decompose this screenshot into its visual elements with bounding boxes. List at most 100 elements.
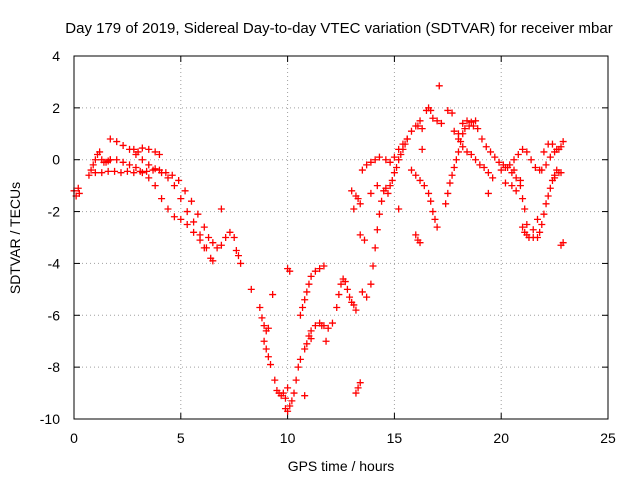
y-tick-label: -8 [48, 359, 61, 375]
data-point [318, 322, 326, 330]
data-point [418, 125, 426, 133]
plot-frame [73, 55, 609, 420]
data-point [98, 169, 106, 177]
x-axis-label: GPS time / hours [288, 458, 395, 474]
data-point [350, 301, 358, 309]
data-point [145, 174, 153, 182]
data-point [158, 169, 166, 177]
data-point [407, 166, 415, 174]
data-point [382, 184, 390, 192]
data-point [382, 156, 390, 164]
data-point [521, 205, 529, 213]
data-point [91, 169, 99, 177]
data-point [91, 156, 99, 164]
data-point [559, 239, 567, 247]
data-point [343, 285, 351, 293]
data-point [431, 215, 439, 223]
y-tick-label: 0 [52, 152, 60, 168]
data-point [337, 280, 345, 288]
data-point [534, 234, 542, 241]
data-point [301, 296, 309, 304]
data-point [264, 353, 272, 361]
data-point [476, 161, 484, 169]
data-point [151, 165, 159, 173]
data-point [542, 200, 550, 208]
data-point [450, 163, 458, 171]
data-point [412, 171, 420, 179]
data-point [407, 127, 415, 135]
data-point [463, 117, 471, 125]
data-point [403, 135, 411, 143]
y-tick-label: -2 [48, 204, 61, 220]
y-tick-label: 2 [52, 100, 60, 116]
data-point [534, 215, 542, 223]
data-point [448, 109, 456, 117]
data-point [373, 226, 381, 234]
data-point [551, 174, 559, 182]
data-point [286, 402, 294, 410]
data-point [75, 189, 83, 197]
data-point [527, 156, 535, 164]
data-point [194, 210, 202, 218]
data-point [113, 156, 121, 164]
data-point [448, 171, 456, 179]
data-point [495, 158, 503, 166]
data-point [175, 176, 183, 184]
data-point [508, 182, 516, 190]
data-point [538, 221, 546, 229]
data-point [96, 148, 104, 156]
data-point [435, 82, 443, 90]
data-point [132, 163, 140, 171]
data-point [497, 166, 505, 174]
x-tick-label: 10 [280, 430, 296, 446]
x-tick-label: 15 [387, 430, 403, 446]
data-point [433, 223, 441, 231]
data-point [134, 148, 142, 156]
data-point [200, 223, 208, 231]
data-point [258, 314, 266, 322]
data-point [397, 151, 405, 159]
data-point [177, 215, 185, 223]
data-point [416, 117, 424, 125]
data-point [170, 213, 178, 221]
data-point [260, 337, 268, 345]
data-point [292, 376, 300, 384]
data-point [322, 337, 330, 345]
data-point [444, 106, 452, 114]
data-point [519, 223, 527, 231]
data-point [390, 169, 398, 177]
data-point [307, 327, 315, 335]
data-point [183, 221, 191, 229]
x-tick-label: 25 [600, 430, 616, 446]
data-point [234, 252, 242, 260]
data-point [416, 176, 424, 184]
data-point [119, 141, 127, 149]
data-point [151, 182, 159, 190]
data-point [74, 184, 82, 192]
data-point [155, 151, 163, 159]
data-point [510, 166, 518, 174]
y-tick-label: -6 [48, 307, 61, 323]
data-point [371, 156, 379, 164]
data-point [138, 144, 146, 152]
data-point [226, 228, 234, 236]
data-point [209, 257, 217, 265]
data-point [106, 135, 114, 143]
data-point [85, 171, 93, 179]
data-point [459, 143, 467, 151]
data-point [350, 205, 358, 213]
y-axis-label: SDTVAR / TECUs [7, 182, 23, 294]
data-point [267, 361, 275, 369]
data-point [555, 145, 563, 153]
data-point [301, 345, 309, 353]
data-point [288, 397, 296, 405]
x-tick-label: 5 [177, 430, 185, 446]
data-point [87, 166, 95, 174]
data-point [482, 143, 490, 151]
data-point [264, 324, 272, 332]
data-point [262, 345, 270, 353]
data-point [269, 291, 277, 299]
data-point [305, 280, 313, 288]
data-point [311, 267, 319, 275]
data-point [416, 239, 424, 247]
